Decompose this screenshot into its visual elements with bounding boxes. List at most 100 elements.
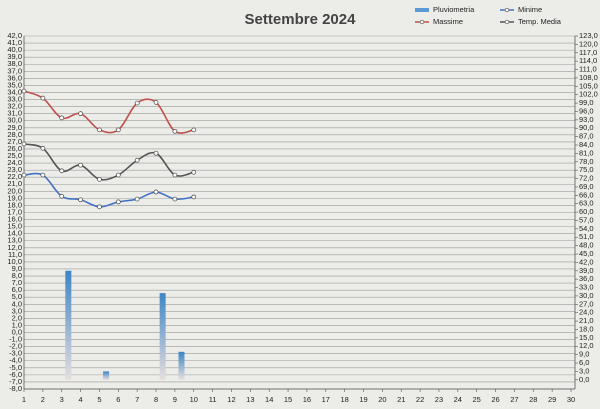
point [21, 88, 27, 94]
y-tick-label: 36,0 [7, 73, 22, 82]
x-tick-label: 16 [303, 395, 311, 404]
y2-tick-label: 36,0 [579, 274, 594, 283]
point [153, 189, 159, 195]
point [172, 172, 178, 178]
x-tick-label: 4 [79, 395, 83, 404]
y2-tick-label: 18,0 [579, 324, 594, 333]
series-line [23, 172, 194, 208]
y2-tick-label: 114,0 [579, 56, 597, 65]
point [21, 172, 27, 178]
y-tick-label: 38,0 [7, 59, 22, 68]
point [59, 115, 65, 121]
point [134, 196, 140, 202]
y-tick-label: 5,0 [12, 292, 22, 301]
x-tick-label: 9 [173, 395, 177, 404]
y-tick-label: 41,0 [7, 38, 22, 47]
point [172, 128, 178, 134]
chart-title: Settembre 2024 [245, 11, 357, 28]
y2-tick-label: 102,0 [579, 90, 598, 99]
x-tick-label: 23 [435, 395, 443, 404]
y2-tick-label: 3,0 [579, 366, 589, 375]
y2-tick-label: 42,0 [579, 257, 594, 266]
x-tick-label: 2 [41, 395, 45, 404]
y-tick-label: 22,0 [7, 172, 22, 181]
y-tick-label: -1,0 [9, 335, 22, 344]
x-tick-label: 18 [340, 395, 348, 404]
y-tick-label: 4,0 [12, 299, 22, 308]
y-tick-label: 37,0 [7, 66, 22, 75]
y2-tick-label: 66,0 [579, 190, 594, 199]
x-tick-label: 1 [22, 395, 26, 404]
y2-tick-label: 6,0 [579, 358, 589, 367]
x-tick-label: 25 [473, 395, 481, 404]
x-tick-label: 17 [322, 395, 330, 404]
y2-tick-label: 120,0 [579, 39, 598, 48]
y2-tick-label: 60,0 [579, 207, 594, 216]
legend-marker [504, 7, 510, 13]
y-tick-label: 14,0 [7, 229, 22, 238]
series-line [23, 90, 194, 134]
legend-marker [504, 19, 510, 25]
y-tick-label: 23,0 [7, 165, 22, 174]
y2-tick-label: 63,0 [579, 199, 594, 208]
y-tick-label: 20,0 [7, 186, 22, 195]
point [191, 169, 197, 175]
y-tick-label: 17,0 [7, 207, 22, 216]
x-tick-label: 19 [359, 395, 367, 404]
y-tick-label: 7,0 [12, 278, 22, 287]
y2-tick-label: 0,0 [579, 375, 589, 384]
y-tick-label: 33,0 [7, 95, 22, 104]
y-tick-label: 26,0 [7, 144, 22, 153]
y2-tick-label: 72,0 [579, 174, 594, 183]
y-tick-label: 24,0 [7, 158, 22, 167]
y2-tick-label: 75,0 [579, 165, 594, 174]
y-tick-label: 40,0 [7, 45, 22, 54]
y2-tick-label: 87,0 [579, 132, 594, 141]
y2-tick-label: 117,0 [579, 48, 597, 57]
x-tick-label: 5 [97, 395, 101, 404]
point [59, 193, 65, 199]
x-tick-label: 14 [265, 395, 273, 404]
y-tick-label: 10,0 [7, 257, 22, 266]
y-tick-label: 19,0 [7, 193, 22, 202]
y2-tick-label: 9,0 [579, 350, 589, 359]
y-tick-label: 16,0 [7, 215, 22, 224]
x-tick-label: 10 [190, 395, 198, 404]
point [40, 172, 46, 178]
point [40, 95, 46, 101]
y2-tick-label: 51,0 [579, 232, 594, 241]
y-tick-label: 31,0 [7, 109, 22, 118]
point [78, 162, 83, 168]
y-tick-label: -7,0 [9, 377, 22, 386]
y-tick-label: 8,0 [12, 271, 22, 280]
y-tick-label: 42,0 [7, 31, 22, 40]
y-tick-label: -5,0 [9, 363, 22, 372]
y2-tick-label: 33,0 [579, 283, 594, 292]
point [134, 100, 140, 106]
y-tick-label: 6,0 [12, 285, 22, 294]
y2-tick-label: 93,0 [579, 115, 594, 124]
y-tick-label: 35,0 [7, 80, 22, 89]
y2-tick-label: 105,0 [579, 81, 598, 90]
x-tick-label: 8 [154, 395, 158, 404]
y2-tick-label: 27,0 [579, 299, 594, 308]
x-tick-label: 30 [567, 395, 575, 404]
bar [65, 270, 72, 380]
y-tick-label: 1,0 [12, 320, 22, 329]
y2-tick-label: 45,0 [579, 249, 594, 258]
x-tick-label: 29 [548, 395, 556, 404]
legend-swatch [415, 8, 429, 12]
legend-label: Massime [433, 17, 463, 26]
point [21, 141, 27, 147]
point [115, 127, 121, 133]
y2-tick-label: 78,0 [579, 157, 594, 166]
y2-tick-label: 123,0 [579, 31, 598, 40]
x-tick-label: 13 [246, 395, 254, 404]
x-tick-label: 28 [529, 395, 537, 404]
y2-tick-label: 15,0 [579, 333, 594, 342]
y2-tick-label: 54,0 [579, 224, 594, 233]
y2-tick-label: 81,0 [579, 148, 594, 157]
point [134, 157, 140, 163]
